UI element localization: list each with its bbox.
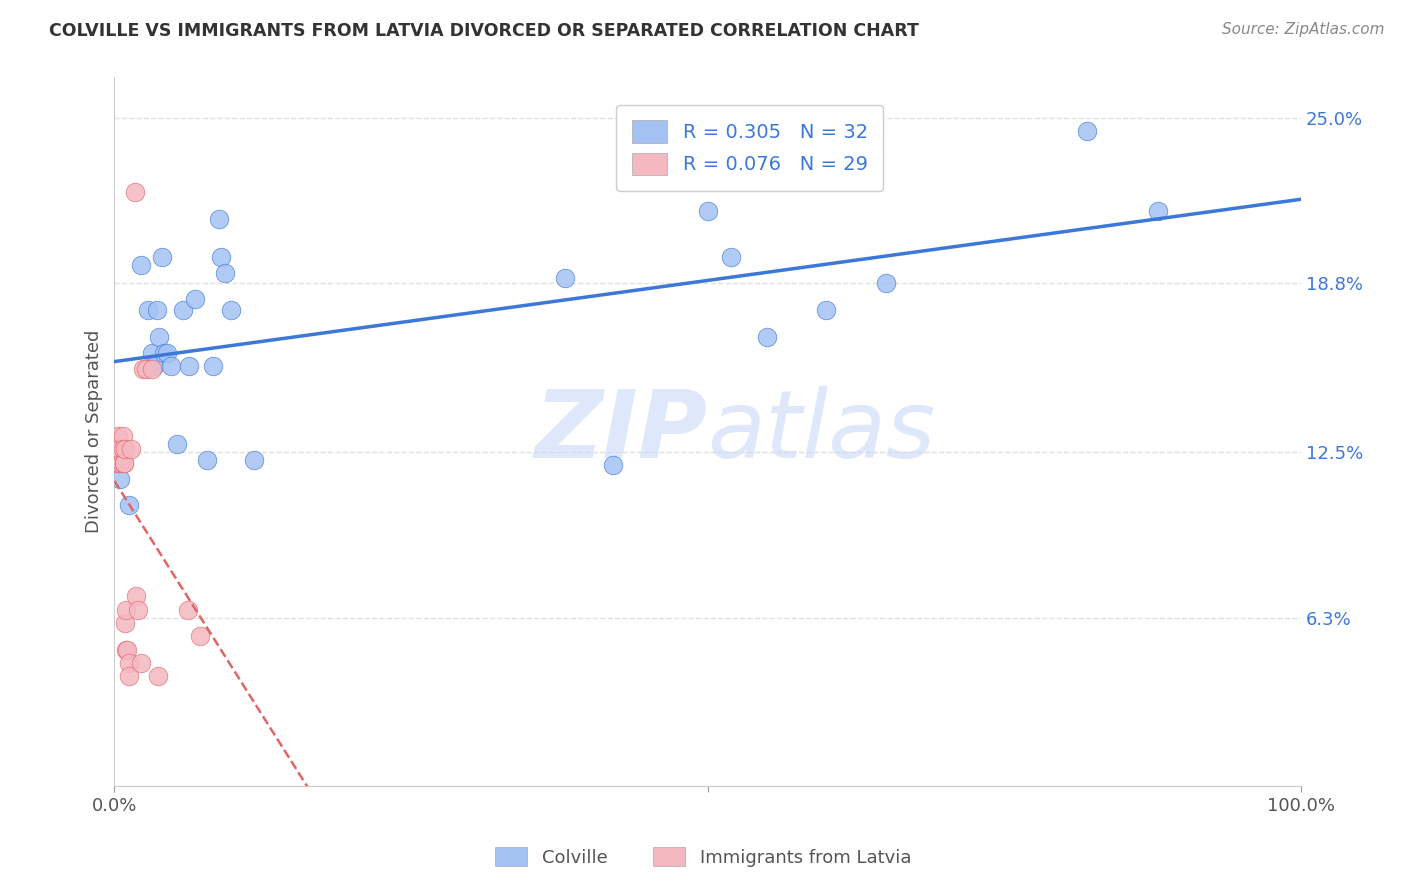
Point [110, 472, 132, 486]
Point [219, 303, 242, 318]
Point [115, 602, 138, 616]
Point [110, 456, 132, 470]
Point [150, 250, 173, 264]
Point [107, 429, 129, 443]
Point [243, 453, 266, 467]
Legend: R = 0.305   N = 32, R = 0.076   N = 29: R = 0.305 N = 32, R = 0.076 N = 29 [616, 105, 883, 191]
Point [208, 212, 231, 227]
Point [115, 642, 138, 657]
Point [146, 303, 169, 318]
Point [875, 277, 897, 291]
Point [201, 359, 224, 374]
Point [108, 442, 131, 457]
Point [160, 359, 183, 374]
Point [195, 453, 218, 467]
Legend: Colville, Immigrants from Latvia: Colville, Immigrants from Latvia [488, 840, 918, 874]
Point [114, 615, 136, 630]
Point [554, 271, 576, 285]
Point [117, 656, 139, 670]
Point [155, 346, 177, 360]
Point [184, 293, 207, 307]
Point [148, 669, 170, 683]
Point [214, 266, 236, 280]
Point [129, 656, 152, 670]
Point [108, 456, 131, 470]
Point [1147, 204, 1170, 219]
Point [209, 250, 232, 264]
Point [111, 442, 134, 457]
Point [166, 437, 188, 451]
Point [132, 362, 155, 376]
Point [141, 362, 163, 376]
Text: Source: ZipAtlas.com: Source: ZipAtlas.com [1222, 22, 1385, 37]
Point [148, 330, 170, 344]
Point [117, 669, 139, 683]
Text: COLVILLE VS IMMIGRANTS FROM LATVIA DIVORCED OR SEPARATED CORRELATION CHART: COLVILLE VS IMMIGRANTS FROM LATVIA DIVOR… [49, 22, 920, 40]
Point [136, 303, 159, 318]
Point [114, 442, 136, 457]
Text: ZIP: ZIP [534, 386, 707, 478]
Text: atlas: atlas [707, 386, 936, 477]
Point [120, 442, 142, 457]
Point [720, 250, 742, 264]
Point [177, 602, 200, 616]
Point [124, 186, 146, 200]
Point [696, 204, 718, 219]
Point [755, 330, 778, 344]
Point [188, 629, 211, 643]
Point [142, 359, 165, 374]
Point [111, 429, 134, 443]
Point [141, 346, 163, 360]
Point [117, 642, 139, 657]
Point [172, 303, 194, 318]
Point [1076, 124, 1098, 138]
Point [602, 458, 624, 473]
Point [135, 362, 157, 376]
Y-axis label: Divorced or Separated: Divorced or Separated [86, 330, 103, 533]
Point [117, 499, 139, 513]
Point [127, 602, 149, 616]
Point [112, 456, 135, 470]
Point [105, 442, 128, 457]
Point [153, 346, 176, 360]
Point [107, 456, 129, 470]
Point [129, 258, 152, 272]
Point [815, 303, 838, 318]
Point [112, 456, 135, 470]
Point [125, 589, 148, 603]
Point [110, 442, 132, 457]
Point [179, 359, 201, 374]
